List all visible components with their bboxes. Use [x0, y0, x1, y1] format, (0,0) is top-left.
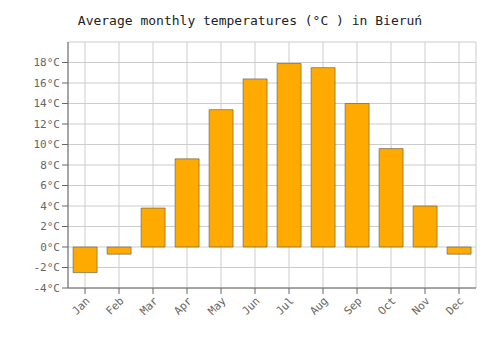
svg-text:14°C: 14°C: [34, 97, 61, 110]
html-text:Average monthly temperatures (: Average monthly temperatures (°C ) in Bi…: [77, 13, 423, 28]
svg-text:Aug: Aug: [307, 294, 330, 317]
svg-text:2°C: 2°C: [40, 220, 60, 233]
svg-text:8°C: 8°C: [40, 159, 60, 172]
svg-text:Jan: Jan: [69, 294, 92, 317]
svg-text:Mar: Mar: [137, 294, 161, 318]
svg-text:Dec: Dec: [443, 294, 466, 317]
svg-text:May: May: [205, 294, 229, 318]
svg-text:-2°C: -2°C: [34, 261, 61, 274]
svg-text:-4°C: -4°C: [34, 282, 61, 295]
svg-text:12°C: 12°C: [34, 118, 61, 131]
svg-text:6°C: 6°C: [40, 179, 60, 192]
svg-text:Apr: Apr: [171, 294, 195, 318]
svg-text:Feb: Feb: [103, 294, 126, 317]
svg-text:10°C: 10°C: [34, 138, 61, 151]
svg-text:18°C: 18°C: [34, 56, 61, 69]
svg-text:Oct: Oct: [375, 294, 398, 317]
svg-text:4°C: 4°C: [40, 200, 60, 213]
svg-text:0°C: 0°C: [40, 241, 60, 254]
svg-text:Jul: Jul: [273, 294, 296, 317]
svg-text:Nov: Nov: [409, 294, 433, 318]
svg-text:Sep: Sep: [341, 294, 364, 317]
svg-text:16°C: 16°C: [34, 77, 61, 90]
svg-text:Jun: Jun: [239, 294, 262, 317]
